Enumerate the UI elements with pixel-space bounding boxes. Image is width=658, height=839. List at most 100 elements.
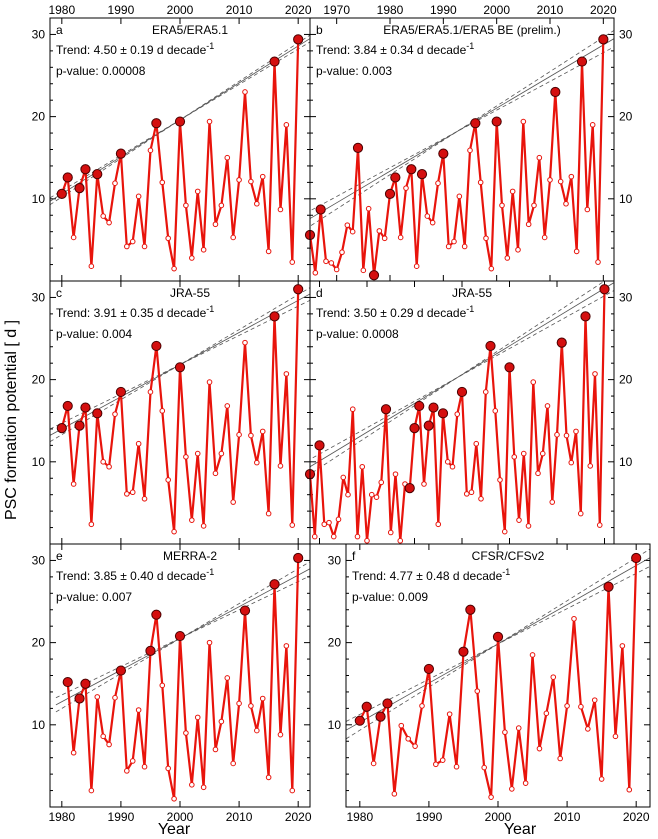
- data-point: [94, 694, 101, 700]
- data-point: [259, 173, 266, 180]
- y-tick-label: 10: [32, 718, 46, 732]
- pvalue-annotation: p-value: 0.004: [56, 327, 132, 341]
- data-point: [509, 786, 515, 792]
- data-point: [456, 193, 463, 200]
- data-point: [100, 213, 106, 219]
- data-point: [481, 764, 487, 771]
- pvalue-annotation: p-value: 0.0008: [316, 327, 399, 341]
- y-tick-label: 30: [32, 290, 46, 304]
- data-point-highlight: [269, 311, 280, 322]
- data-point: [547, 177, 553, 183]
- data-point-highlight: [375, 711, 386, 722]
- data-point: [224, 154, 231, 161]
- data-point-highlight: [465, 604, 476, 615]
- data-point: [554, 431, 560, 438]
- panel-letter: c: [56, 286, 62, 300]
- data-point-highlight: [416, 169, 428, 180]
- x-tick-label: 1980: [346, 810, 373, 824]
- y-tick-label-right: 10: [619, 192, 633, 206]
- trend-unit-exponent: -1: [502, 567, 510, 577]
- series-line: [308, 39, 605, 277]
- data-point: [283, 122, 290, 128]
- trend-line: [310, 38, 614, 220]
- data-point-highlight: [80, 678, 91, 689]
- data-point: [224, 675, 231, 681]
- y-tick-label: 30: [328, 553, 342, 567]
- data-point: [254, 727, 260, 734]
- data-point-highlight: [491, 116, 502, 127]
- x-tick-label: 1990: [416, 810, 443, 824]
- data-point: [370, 760, 377, 767]
- data-point-highlight: [485, 340, 496, 352]
- data-point: [397, 537, 404, 544]
- data-point: [467, 147, 473, 154]
- data-point: [387, 529, 394, 536]
- data-point: [236, 700, 242, 707]
- data-point: [516, 517, 522, 523]
- trend-annotation: Trend: 3.85 ± 0.40 d decade-1: [56, 567, 214, 583]
- data-point: [194, 714, 201, 721]
- x-tick-label: 2000: [485, 810, 512, 824]
- data-point-highlight: [56, 188, 67, 199]
- trend-annotation: Trend: 4.77 ± 0.48 d decade-1: [352, 567, 510, 583]
- data-point: [619, 643, 626, 649]
- panel-f: 1980 1990 2000 2010 2020 10 20 30 f CFSR/CFSv2 Tre…: [328, 543, 651, 824]
- pvalue-annotation: p-value: 0.003: [316, 64, 392, 78]
- data-point: [453, 763, 460, 770]
- data-point: [435, 521, 442, 528]
- x-tick-label: 2010: [554, 810, 581, 824]
- data-point: [587, 463, 594, 469]
- y-tick-label: 30: [32, 553, 46, 567]
- data-point-highlight: [80, 402, 91, 413]
- panel-d: 10 20 30 d JRA-55 Trend: 3.50 ± 0.29 d decade…: [304, 280, 633, 545]
- series-line: [66, 557, 300, 800]
- data-point: [206, 379, 213, 385]
- data-point: [141, 243, 148, 250]
- data-point: [536, 154, 543, 161]
- data-point: [378, 479, 385, 486]
- data-point: [135, 707, 142, 713]
- trend-unit-exponent: -1: [466, 304, 474, 314]
- data-point: [473, 440, 480, 447]
- data-point: [129, 489, 136, 496]
- x-tick-label: 2000: [167, 810, 194, 824]
- data-point: [200, 246, 207, 253]
- x-tick-label-top: 2020: [285, 3, 312, 17]
- data-point: [312, 269, 319, 276]
- data-point: [391, 791, 398, 797]
- y-tick-label-right: 30: [619, 27, 633, 41]
- data-point: [194, 188, 201, 195]
- data-point: [112, 411, 118, 417]
- data-point: [165, 765, 171, 772]
- data-point: [212, 746, 219, 753]
- data-point: [359, 463, 366, 470]
- data-point: [557, 178, 564, 185]
- data-point: [429, 219, 436, 226]
- data-point: [373, 494, 380, 500]
- data-point-highlight: [145, 645, 156, 656]
- data-point-highlight: [151, 609, 162, 620]
- data-point: [283, 643, 290, 649]
- data-point: [531, 202, 537, 209]
- data-point-highlight: [115, 148, 127, 159]
- data-point: [451, 238, 457, 245]
- panel-title: CFSR/CFSv2: [472, 549, 545, 563]
- data-point: [525, 221, 532, 228]
- data-point-highlight: [92, 408, 103, 419]
- data-point: [283, 371, 290, 377]
- data-point: [289, 522, 296, 528]
- data-point-highlight: [293, 284, 304, 295]
- data-point-highlight: [62, 676, 73, 688]
- data-point: [563, 200, 569, 207]
- x-tick-label: 2020: [285, 810, 312, 824]
- data-point: [344, 222, 351, 228]
- x-tick-label-top: 2000: [483, 3, 510, 17]
- data-point-highlight: [74, 183, 85, 194]
- data-point-highlight: [380, 404, 392, 415]
- panel-title: ERA5/ERA5.1: [152, 23, 228, 37]
- data-point-highlight: [556, 337, 567, 348]
- data-point: [212, 221, 219, 228]
- pvalue-annotation: p-value: 0.007: [56, 590, 132, 604]
- data-point: [381, 235, 388, 242]
